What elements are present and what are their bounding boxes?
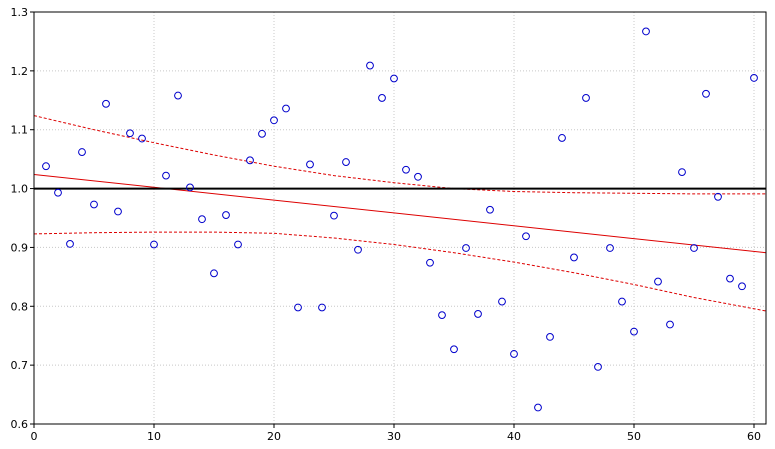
data-point-26 bbox=[342, 158, 350, 166]
data-point-31 bbox=[402, 165, 410, 174]
x-tick-label-6: 60 bbox=[747, 430, 761, 443]
data-point-46 bbox=[582, 94, 590, 102]
x-tick-label-4: 40 bbox=[507, 430, 521, 443]
data-point-12 bbox=[174, 91, 182, 100]
data-point-25 bbox=[330, 211, 338, 220]
regression-line-group bbox=[33, 173, 767, 254]
data-point-15 bbox=[210, 269, 218, 278]
data-point-24 bbox=[318, 303, 326, 312]
confidence-bands bbox=[33, 115, 767, 312]
data-point-56 bbox=[702, 89, 710, 98]
data-point-58 bbox=[726, 274, 734, 283]
data-point-50 bbox=[630, 327, 638, 336]
data-point-33 bbox=[426, 258, 434, 267]
data-point-54 bbox=[678, 168, 686, 176]
data-point-3 bbox=[66, 239, 74, 248]
data-point-57 bbox=[714, 192, 722, 201]
y-tick-label-0: 0.6 bbox=[11, 418, 29, 431]
data-point-53 bbox=[666, 320, 674, 329]
data-point-18 bbox=[246, 156, 254, 165]
x-tick-label-2: 20 bbox=[267, 430, 281, 443]
data-point-44 bbox=[558, 134, 566, 142]
data-point-47 bbox=[594, 363, 602, 371]
x-tick-label-0: 0 bbox=[31, 430, 38, 443]
confidence-lower-line bbox=[33, 231, 767, 312]
data-point-22 bbox=[294, 303, 302, 312]
y-tick-label-6: 1.2 bbox=[11, 65, 29, 78]
regression-line bbox=[33, 173, 767, 254]
data-point-55 bbox=[690, 244, 698, 252]
y-tick-label-7: 1.3 bbox=[11, 6, 29, 19]
y-tick-label-2: 0.8 bbox=[11, 300, 29, 313]
data-point-16 bbox=[222, 211, 230, 219]
data-point-29 bbox=[378, 94, 386, 102]
data-point-28 bbox=[366, 61, 374, 70]
data-point-9 bbox=[138, 134, 146, 143]
data-point-36 bbox=[462, 244, 470, 252]
data-point-1 bbox=[42, 162, 50, 171]
data-points bbox=[42, 27, 758, 412]
data-point-27 bbox=[354, 245, 362, 254]
data-point-42 bbox=[534, 403, 542, 412]
data-point-30 bbox=[390, 74, 398, 83]
data-point-5 bbox=[90, 200, 98, 209]
data-point-39 bbox=[498, 297, 506, 306]
data-point-35 bbox=[450, 345, 458, 354]
data-point-40 bbox=[510, 350, 518, 358]
data-point-45 bbox=[570, 253, 578, 262]
confidence-upper-line bbox=[33, 115, 766, 195]
data-point-51 bbox=[642, 27, 650, 36]
data-point-7 bbox=[114, 207, 122, 216]
data-point-4 bbox=[78, 148, 86, 156]
y-axis-ticks: 0.6 0.7 0.8 0.9 1.0 1.1 1.2 1.3 bbox=[11, 6, 34, 431]
data-point-59 bbox=[738, 282, 746, 291]
data-point-2 bbox=[54, 188, 62, 197]
y-tick-label-1: 0.7 bbox=[11, 359, 29, 372]
data-point-14 bbox=[198, 215, 206, 224]
data-point-20 bbox=[270, 116, 278, 125]
data-point-19 bbox=[258, 129, 266, 138]
x-tick-label-1: 10 bbox=[147, 430, 161, 443]
data-point-23 bbox=[306, 160, 314, 169]
data-point-41 bbox=[522, 232, 530, 241]
x-tick-label-5: 50 bbox=[627, 430, 641, 443]
data-point-8 bbox=[126, 129, 134, 138]
y-tick-label-4: 1.0 bbox=[11, 183, 29, 196]
data-point-13 bbox=[186, 183, 194, 192]
data-point-52 bbox=[654, 277, 662, 286]
data-point-43 bbox=[546, 332, 554, 341]
y-tick-label-5: 1.1 bbox=[11, 124, 29, 137]
x-axis-ticks: 0 10 20 30 40 50 60 bbox=[31, 424, 761, 443]
data-point-48 bbox=[606, 244, 614, 252]
data-point-34 bbox=[438, 311, 446, 320]
data-point-21 bbox=[282, 104, 290, 113]
x-tick-label-3: 30 bbox=[387, 430, 401, 443]
data-point-6 bbox=[102, 99, 110, 108]
data-point-11 bbox=[162, 171, 170, 180]
data-point-10 bbox=[150, 240, 158, 249]
plot-frame bbox=[33, 11, 767, 425]
y-tick-label-3: 0.9 bbox=[11, 241, 29, 254]
data-point-37 bbox=[474, 310, 482, 318]
data-point-32 bbox=[414, 172, 422, 181]
data-point-17 bbox=[234, 240, 242, 249]
data-point-49 bbox=[618, 297, 626, 306]
data-point-38 bbox=[486, 205, 494, 214]
data-point-60 bbox=[750, 74, 758, 82]
